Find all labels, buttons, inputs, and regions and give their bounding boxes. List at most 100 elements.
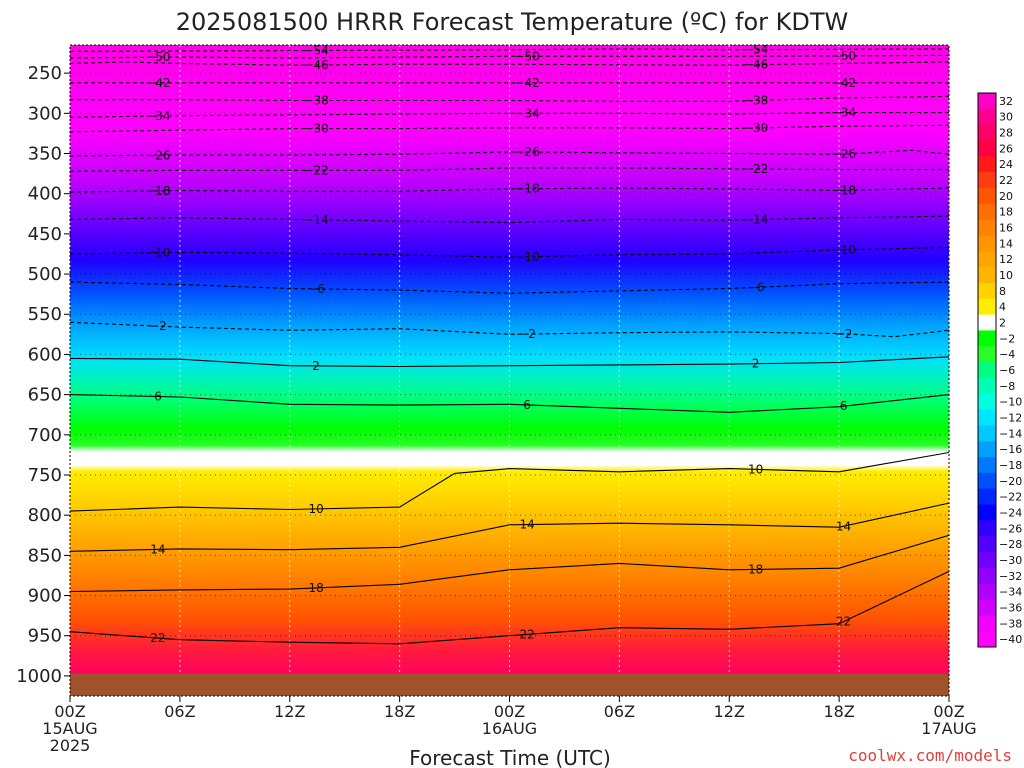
colorbar-label: −14 (999, 427, 1022, 440)
colorbar-label: −32 (999, 570, 1022, 583)
colorbar-swatch (978, 235, 996, 252)
colorbar-swatch (978, 219, 996, 236)
y-tick-label: 950 (28, 626, 62, 647)
colorbar-swatch (978, 187, 996, 205)
x-tick-label: 17AUG (921, 719, 976, 738)
x-tick-label: 18Z (823, 702, 854, 721)
colorbar-label: −8 (999, 380, 1015, 393)
colorbar-label: 4 (999, 301, 1006, 314)
grid-lines (70, 45, 949, 696)
contour-label: 6 (840, 399, 848, 413)
colorbar-label: −40 (999, 633, 1022, 646)
colorbar-label: −30 (999, 554, 1022, 567)
colorbar-label: −22 (999, 491, 1022, 504)
colorbar-swatch (978, 472, 996, 490)
colorbar-label: 8 (999, 285, 1006, 298)
colorbar-swatch (978, 282, 996, 300)
contour-label: 22 (150, 631, 165, 645)
x-tick-label: 06Z (604, 702, 635, 721)
colorbar-label: 28 (999, 127, 1013, 140)
contour-label: −50 (514, 49, 539, 63)
colorbar-label: −36 (999, 601, 1022, 614)
contour-label: 22 (836, 615, 851, 629)
y-tick-label: 500 (28, 264, 62, 285)
y-tick-label: 850 (28, 545, 62, 566)
contour-line (70, 54, 949, 59)
contour-label: −18 (145, 184, 170, 198)
contour-label: 6 (154, 390, 162, 404)
x-tick-label: 12Z (274, 702, 305, 721)
colorbar-label: 12 (999, 253, 1013, 266)
contour-label: −34 (831, 106, 856, 120)
colorbar-swatch (978, 599, 996, 616)
colorbar-swatch (978, 425, 996, 442)
colorbar-swatch (978, 377, 996, 395)
colorbar-label: 20 (999, 190, 1013, 203)
colorbar-swatch (978, 536, 996, 553)
colorbar-label: −16 (999, 443, 1022, 456)
colorbar-swatch (978, 251, 996, 268)
colorbar-label: −10 (999, 396, 1022, 409)
contour-label: −2 (518, 327, 536, 341)
contour-label: −42 (514, 76, 539, 90)
colorbar-label: 30 (999, 111, 1013, 124)
colorbar: 32 30 28 26 24 22 20 18 16 14 12 10 8 4 2 −2 −4 −6 −8 −10 −1… (977, 92, 1022, 648)
contour-label: −26 (514, 145, 539, 159)
x-tick-label: 00Z (494, 702, 525, 721)
contour-label: 10 (748, 462, 763, 476)
contour-label: −18 (831, 183, 856, 197)
contour-label: 2 (312, 359, 320, 373)
colorbar-label: 10 (999, 269, 1013, 282)
colorbar-swatch (978, 393, 996, 411)
contour-label: −30 (743, 121, 768, 135)
ground-strip (70, 674, 949, 696)
contour-label: 10 (308, 502, 323, 516)
colorbar-swatch (978, 314, 996, 331)
colorbar-label: −34 (999, 586, 1022, 599)
colorbar-swatch (978, 124, 996, 141)
y-tick-label: 600 (28, 344, 62, 365)
colorbar-swatch (978, 172, 996, 189)
contour-label: −38 (303, 93, 328, 107)
colorbar-swatch (978, 631, 996, 648)
x-tick-label: 06Z (164, 702, 195, 721)
colorbar-swatch (978, 457, 996, 474)
colorbar-label: 2 (999, 317, 1006, 330)
plot-area: −54 −54 −50 −50 −50 −46 −46 −42 −42 −42 −38 −38 −34 −… (70, 43, 949, 696)
colorbar-label: −2 (999, 332, 1015, 345)
colorbar-swatch (978, 203, 996, 221)
y-tick-label: 550 (28, 304, 62, 325)
x-tick-label: 00Z (933, 702, 964, 721)
y-tick-label: 750 (28, 465, 62, 486)
colorbar-label: −38 (999, 617, 1022, 630)
contour-line (70, 570, 949, 645)
colorbar-label: −4 (999, 348, 1015, 361)
contour-label: −34 (514, 106, 539, 120)
x-tick-label: 16AUG (482, 719, 537, 738)
x-tick-label: 12Z (714, 702, 745, 721)
y-tick-label: 1000 (16, 666, 62, 687)
colorbar-swatch (978, 267, 996, 284)
credit-text: coolwx.com/models (848, 746, 1012, 765)
y-tick-label: 400 (28, 184, 62, 205)
contour-label: −54 (743, 43, 768, 57)
contour-line (70, 48, 949, 52)
contour-label: 18 (308, 581, 323, 595)
contour-label: −50 (145, 50, 170, 64)
contour-label: −34 (145, 109, 170, 123)
colorbar-label: 22 (999, 174, 1013, 187)
colorbar-swatch (978, 552, 996, 569)
colorbar-swatch (978, 583, 996, 601)
colorbar-swatch (978, 504, 996, 521)
colorbar-swatch (978, 520, 996, 537)
contour-label: −18 (514, 182, 539, 196)
colorbar-swatch (978, 108, 996, 126)
contour-line (70, 149, 949, 157)
y-tick-label: 900 (28, 586, 62, 607)
colorbar-label: 26 (999, 142, 1013, 155)
contour-line (70, 356, 949, 368)
contour-lines: −54 −54 −50 −50 −50 −46 −46 −42 −42 −42 −38 −38 −34 −… (70, 43, 949, 645)
colorbar-label: −12 (999, 411, 1022, 424)
contour-line (70, 451, 949, 512)
